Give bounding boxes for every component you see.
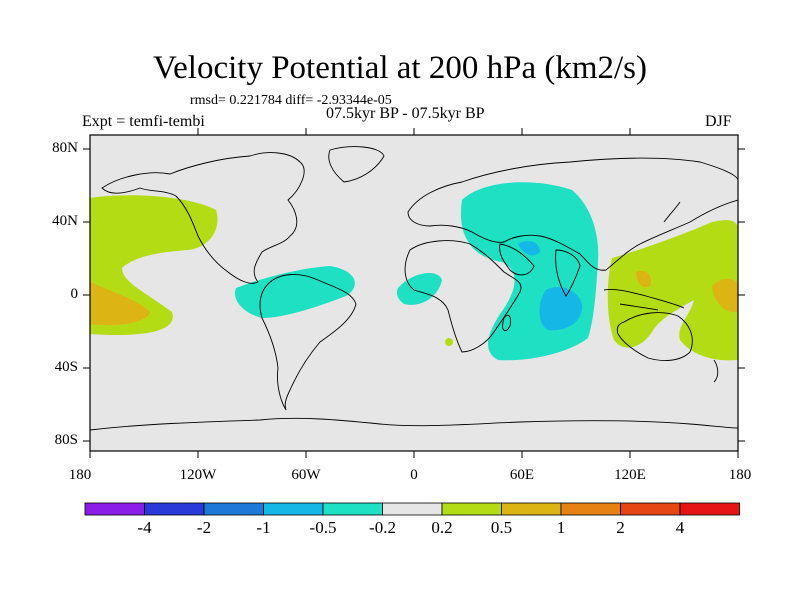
- coastlines: [90, 146, 738, 431]
- coastline-greenland: [328, 146, 385, 183]
- lon-ticks: [89, 128, 739, 458]
- colorbar-label: -0.5: [309, 518, 337, 537]
- lon-label-180w: 180: [68, 467, 92, 483]
- colorbar-label: 0.2: [431, 518, 453, 537]
- colorbar-swatch: [322, 502, 383, 516]
- colorbar-swatch: [144, 502, 205, 516]
- stats-text: rmsd= 0.221784 diff= -2.93344e-05: [190, 93, 392, 108]
- lat-label-80s: 80S: [54, 432, 78, 448]
- lon-label-120w: 120W: [179, 467, 217, 483]
- colorbar-label: -2: [196, 518, 212, 537]
- colorbar-label: 4: [675, 518, 685, 537]
- colorbar-swatch: [382, 502, 443, 516]
- lon-label-180e: 180: [728, 467, 752, 483]
- coastline-madagascar: [502, 314, 511, 332]
- colorbar-swatch: [560, 502, 621, 516]
- colorbar-label: 1: [556, 518, 566, 537]
- lat-label-40n: 40N: [52, 213, 78, 229]
- lat-ticks: [83, 148, 745, 442]
- lon-label-60w: 60W: [291, 467, 321, 483]
- negative-region-atlantic: [396, 273, 442, 305]
- colorbar-swatch: [620, 502, 681, 516]
- contour-fields: [90, 146, 738, 431]
- strong-positive-region-west: [90, 282, 150, 326]
- colorbar-swatch: [679, 502, 740, 516]
- lat-label-0: 0: [70, 286, 79, 302]
- coastline-indonesia: [603, 289, 685, 311]
- colorbar: [84, 502, 740, 516]
- positive-region-maritime-continent: [607, 220, 738, 361]
- lat-label-80n: 80N: [52, 140, 78, 156]
- strong-positive-spot-philippines: [636, 270, 651, 288]
- moderate-negative-region-arabia: [518, 241, 540, 256]
- season-label: DJF: [705, 113, 732, 130]
- moderate-negative-region-indian: [539, 286, 583, 331]
- coastline-india: [555, 249, 581, 297]
- coastline-africa: [404, 240, 522, 353]
- coastline-australia: [616, 312, 693, 361]
- colorbar-swatch: [203, 502, 264, 516]
- coastline-north-america: [101, 152, 305, 284]
- colorbar-label: -0.2: [369, 518, 396, 537]
- colorbar-label: -4: [137, 518, 152, 537]
- strong-positive-region-central-pacific: [712, 278, 738, 313]
- coastline-south-america: [259, 274, 357, 411]
- coastline-arabia: [499, 243, 535, 276]
- coastline-antarctica: [90, 417, 738, 431]
- colorbar-swatch: [441, 502, 502, 516]
- positive-spot-south-atlantic: [445, 338, 453, 346]
- colorbar-label: -1: [256, 518, 271, 537]
- coastline-japan: [663, 201, 681, 223]
- period-label: 07.5kyr BP - 07.5kyr BP: [326, 105, 485, 122]
- lat-label-40s: 40S: [54, 359, 78, 375]
- colorbar-swatch: [501, 502, 562, 516]
- lon-label-0: 0: [410, 467, 418, 483]
- colorbar-label: 2: [616, 518, 625, 537]
- colorbar-swatch: [84, 502, 145, 516]
- lon-label-120e: 120E: [614, 467, 646, 483]
- experiment-label: Expt = temfi-tembi: [82, 113, 205, 130]
- lon-label-60e: 60E: [509, 467, 535, 483]
- negative-region-south-america: [235, 266, 355, 318]
- coastline-eurasia: [407, 157, 738, 271]
- colorbar-label: 0.5: [490, 518, 513, 537]
- colorbar-swatch: [263, 502, 324, 516]
- map-title: Velocity Potential at 200 hPa (km2/s): [152, 50, 648, 86]
- coastline-new-zealand: [713, 359, 719, 383]
